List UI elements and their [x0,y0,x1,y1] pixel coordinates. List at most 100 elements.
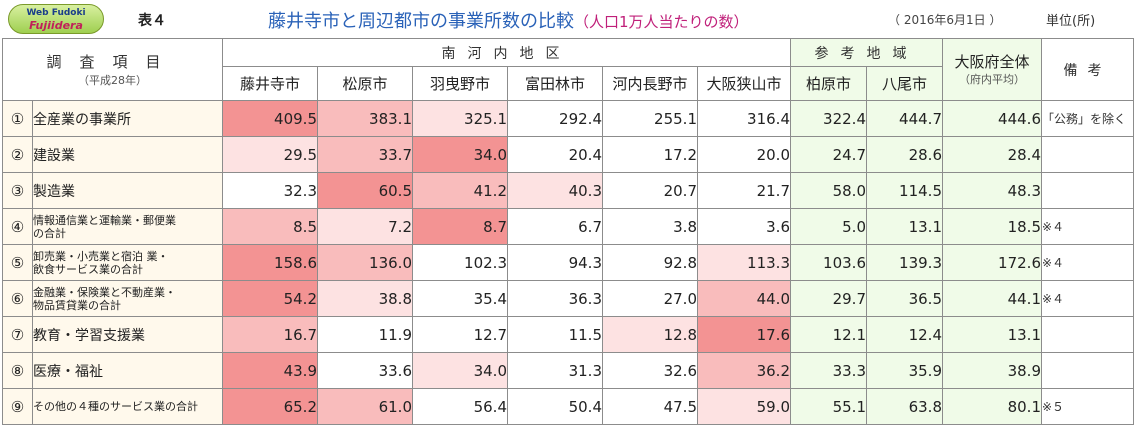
value-cell: 36.3 [507,280,603,317]
value-cell: 16.7 [222,316,318,353]
value-cell: 56.4 [412,388,508,425]
value-cell: 20.0 [697,136,791,173]
value-cell: 292.4 [507,100,603,137]
value-cell: 114.5 [866,172,943,209]
row-label-line: 物品賃貸業の合計 [33,298,121,312]
row-label-line: 卸売業・小売業と宿泊 業・ [33,249,169,263]
value-cell: 8.5 [222,208,318,245]
value-cell: 58.0 [790,172,867,209]
value-cell: 6.7 [507,208,603,245]
value-cell: 12.7 [412,316,508,353]
row-number: ⑦ [2,316,33,353]
row-label: 製造業 [32,172,223,209]
row-label-line: 金融業・保険業と不動産業・ [33,285,176,299]
value-cell: 12.8 [602,316,698,353]
row-label-line: の合計 [33,226,66,240]
value-cell: 3.8 [602,208,698,245]
row-number: ④ [2,208,33,245]
table-row: ⑤ 卸売業・小売業と宿泊 業・ 飲食サービス業の合計 158.6 136.0 102.3 9… [2,244,1134,281]
value-cell: 55.1 [790,388,867,425]
city-header: 松原市 [317,66,413,101]
value-cell: 34.0 [412,352,508,389]
table-row: ④ 情報通信業と運輸業・郵便業 の合計 8.5 7.2 8.7 6.7 3.8 3.6 5.0 13… [2,208,1134,245]
title-bar: Web Fudoki Fujiidera 表４ 藤井寺市と周辺都市の事業所数の比… [0,0,1135,38]
osaka-value-cell: 28.4 [942,136,1042,173]
item-header-label: 調査項目 [46,52,179,71]
row-number: ⑤ [2,244,33,281]
value-cell: 12.1 [790,316,867,353]
value-cell: 31.3 [507,352,603,389]
row-label: 医療・福祉 [32,352,223,389]
value-cell: 50.4 [507,388,603,425]
value-cell: 103.6 [790,244,867,281]
value-cell: 255.1 [602,100,698,137]
value-cell: 444.7 [866,100,943,137]
note-cell [1041,316,1134,353]
title-main: 藤井寺市と周辺都市の事業所数の比較 [268,11,574,32]
web-fudoki-logo[interactable]: Web Fudoki Fujiidera [8,4,104,34]
value-cell: 20.4 [507,136,603,173]
row-number: ③ [2,172,33,209]
survey-date: （ 2016年6月1日 ） [888,13,1002,27]
row-label-line: 情報通信業と運輸業・郵便業 [33,213,176,227]
value-cell: 33.3 [790,352,867,389]
logo-line2: Fujiidera [29,19,83,32]
city-header: 八尾市 [866,66,943,101]
value-cell: 29.5 [222,136,318,173]
value-cell: 3.6 [697,208,791,245]
city-header: 羽曳野市 [412,66,508,101]
table-number: 表４ [138,13,166,29]
value-cell: 32.3 [222,172,318,209]
value-cell: 65.2 [222,388,318,425]
title-sub: （人口1万人当たりの数） [574,13,749,31]
value-cell: 12.4 [866,316,943,353]
value-cell: 60.5 [317,172,413,209]
note-cell [1041,136,1134,173]
value-cell: 11.9 [317,316,413,353]
osaka-value-cell: 38.9 [942,352,1042,389]
group-nankawachi: 南河内地区 [222,38,791,67]
value-cell: 41.2 [412,172,508,209]
value-cell: 316.4 [697,100,791,137]
osaka-header-sub: （府内平均） [959,72,1025,86]
value-cell: 44.0 [697,280,791,317]
city-header: 藤井寺市 [222,66,318,101]
item-header-sub: （平成28年） [78,73,147,87]
value-cell: 40.3 [507,172,603,209]
value-cell: 32.6 [602,352,698,389]
value-cell: 36.5 [866,280,943,317]
value-cell: 33.6 [317,352,413,389]
value-cell: 139.3 [866,244,943,281]
osaka-header-label: 大阪府全体 [954,52,1030,71]
table-row: ⑥ 金融業・保険業と不動産業・ 物品賃貸業の合計 54.2 38.8 35.4 36.3 27… [2,280,1134,317]
row-label: 教育・学習支援業 [32,316,223,353]
osaka-header: 大阪府全体 （府内平均） [942,38,1042,101]
group-reference: 参考地域 [790,38,943,67]
logo-line1: Web Fudoki [26,8,86,18]
biko-header: 備考 [1041,38,1134,101]
value-cell: 28.6 [866,136,943,173]
table-row: ① 全産業の事業所 409.5 383.1 325.1 292.4 255.1 316.4 32… [2,100,1134,137]
value-cell: 59.0 [697,388,791,425]
value-cell: 27.0 [602,280,698,317]
value-cell: 102.3 [412,244,508,281]
value-cell: 33.7 [317,136,413,173]
row-number: ② [2,136,33,173]
note-cell [1041,352,1134,389]
value-cell: 35.4 [412,280,508,317]
row-label-line: 飲食サービス業の合計 [33,262,143,276]
value-cell: 63.8 [866,388,943,425]
city-header: 柏原市 [790,66,867,101]
value-cell: 136.0 [317,244,413,281]
value-cell: 17.2 [602,136,698,173]
value-cell: 383.1 [317,100,413,137]
osaka-value-cell: 48.3 [942,172,1042,209]
note-cell: ※５ [1041,388,1134,425]
value-cell: 54.2 [222,280,318,317]
value-cell: 158.6 [222,244,318,281]
row-number: ⑥ [2,280,33,317]
value-cell: 409.5 [222,100,318,137]
value-cell: 38.8 [317,280,413,317]
value-cell: 34.0 [412,136,508,173]
value-cell: 17.6 [697,316,791,353]
